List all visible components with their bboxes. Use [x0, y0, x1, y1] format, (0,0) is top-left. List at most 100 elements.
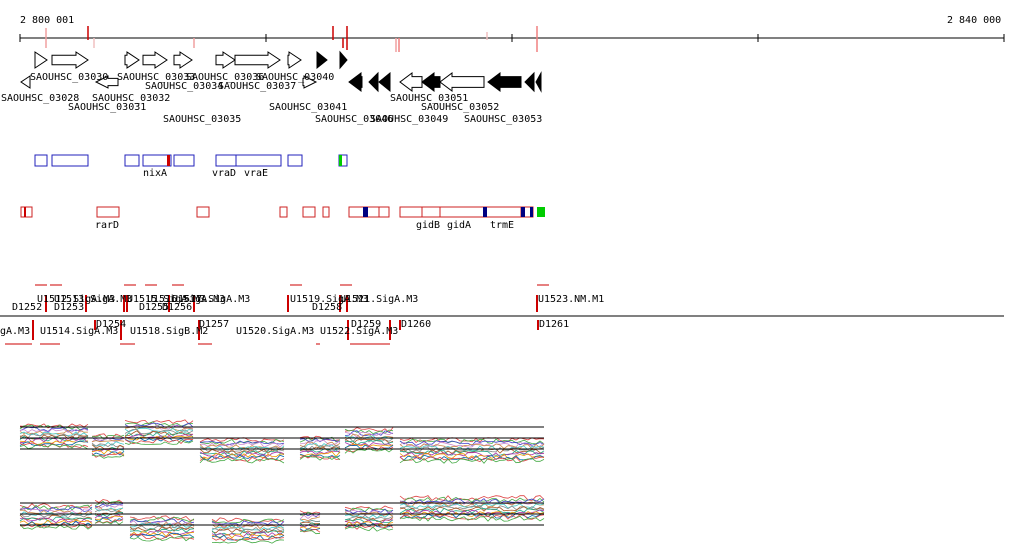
gene-label[interactable]: SAOUHSC_03036: [186, 72, 264, 83]
ruler-ticks: [19, 34, 1005, 42]
operon-label: vraD: [212, 168, 236, 179]
operon-box[interactable]: [124, 154, 140, 167]
expression-line: [19, 439, 545, 464]
operon-mark: [363, 207, 368, 217]
gene-arrow: [368, 71, 379, 93]
feature-label[interactable]: U1513.SigA.M3: [54, 294, 132, 305]
gene-arrow: [51, 51, 89, 69]
d-label[interactable]: D1254: [96, 319, 126, 330]
gene-label[interactable]: SAOUHSC_03046: [315, 114, 393, 125]
gene-label[interactable]: SAOUHSC_03033: [117, 72, 195, 83]
gene-arrow: [287, 51, 302, 69]
operon-label: gidA: [447, 220, 471, 231]
expression-line: [19, 507, 545, 536]
expression-line: [19, 427, 545, 451]
operon-box[interactable]: [142, 154, 172, 167]
feature-marks: [5, 284, 549, 345]
operon-mark: [24, 207, 26, 217]
gene-arrow: [487, 72, 522, 92]
operon-box[interactable]: [34, 154, 48, 167]
d-label[interactable]: D1256: [162, 302, 192, 313]
operon-box[interactable]: [196, 206, 210, 218]
gene-label[interactable]: SAOUHSC_03041: [269, 102, 347, 113]
gene-label[interactable]: SAOUHSC_03053: [464, 114, 542, 125]
gene-arrow: [316, 50, 328, 70]
feature-label[interactable]: U1521.SigA.M3: [340, 294, 418, 305]
gene-label[interactable]: SAOUHSC_03049: [370, 114, 448, 125]
operon-label: gidB: [416, 220, 440, 231]
gene-arrow: [302, 75, 318, 89]
expression-line: [19, 496, 545, 525]
operon-box[interactable]: [421, 206, 441, 218]
gene-label[interactable]: SAOUHSC_03034: [145, 81, 223, 92]
operon-box[interactable]: [287, 154, 303, 167]
feature-label[interactable]: U1523.NM.M1: [538, 294, 604, 305]
d-label[interactable]: D1252: [12, 302, 42, 313]
gene-label[interactable]: SAOUHSC_03052: [421, 102, 499, 113]
operon-box[interactable]: [279, 206, 288, 218]
operon-box[interactable]: [483, 206, 522, 218]
operon-box[interactable]: [51, 154, 89, 167]
gene-arrow: [535, 71, 542, 93]
feature-label[interactable]: U1517.SigA.M3: [172, 294, 250, 305]
gene-arrow: [20, 75, 31, 89]
operon-box[interactable]: [235, 154, 282, 167]
gene-label[interactable]: SAOUHSC_03031: [68, 102, 146, 113]
feature-track: U1512.SigA.M3 U1513.SigA.M3 U1515.SigA.M…: [0, 284, 1004, 345]
gene-label[interactable]: SAOUHSC_03051: [390, 93, 468, 104]
feature-label[interactable]: U1518.SigB.M2: [130, 326, 208, 337]
d-label[interactable]: D1255: [139, 302, 169, 313]
gene-label[interactable]: SAOUHSC_03035: [163, 114, 241, 125]
gene-arrow: [124, 51, 140, 69]
operon-box[interactable]: [322, 206, 330, 218]
operon-mark: [530, 207, 533, 217]
operon-box[interactable]: [215, 154, 237, 167]
gene-label[interactable]: SAOUHSC_03040: [256, 72, 334, 83]
feature-label[interactable]: U1516.SigA.M3: [147, 294, 225, 305]
expression-panel-bottom: [19, 495, 545, 544]
operon-track-minus: rarD gidB gidA trmE: [20, 206, 545, 231]
gene-label[interactable]: SAOUHSC_03028: [1, 93, 79, 104]
d-label[interactable]: D1261: [539, 319, 569, 330]
d-label[interactable]: D1260: [401, 319, 431, 330]
feature-label[interactable]: U1515.SigA.M3: [127, 294, 205, 305]
gene-arrow: [215, 51, 236, 69]
expression-panel-top: [19, 419, 545, 464]
gene-arrow: [439, 72, 485, 92]
gene-arrow: [142, 51, 168, 69]
operon-box[interactable]: [173, 154, 195, 167]
operon-box[interactable]: [378, 206, 390, 218]
d-label[interactable]: D1258: [312, 302, 342, 313]
d-label[interactable]: D1253: [54, 302, 84, 313]
operon-mark: [167, 155, 170, 166]
expression-line: [19, 500, 545, 528]
gene-arrow: [173, 51, 193, 69]
gene-arrow: [234, 51, 281, 69]
expression-line: [19, 422, 545, 447]
feature-label[interactable]: U1520.SigA.M3: [236, 326, 314, 337]
coordinate-ruler: 2 800 001 2 840 000: [19, 15, 1005, 52]
feature-label[interactable]: U1512.SigA.M3: [37, 294, 115, 305]
feature-label[interactable]: U1514.SigA.M3: [40, 326, 118, 337]
operon-label: trmE: [490, 220, 514, 231]
operon-box[interactable]: [439, 206, 485, 218]
gene-label[interactable]: SAOUHSC_03037: [218, 81, 296, 92]
gene-arrow: [339, 50, 348, 70]
feature-label[interactable]: gA.M3: [0, 326, 30, 337]
operon-box[interactable]: [399, 206, 423, 218]
gene-label[interactable]: SAOUHSC_03030: [30, 72, 108, 83]
operon-box[interactable]: [96, 206, 120, 218]
operon-box[interactable]: [302, 206, 316, 218]
d-label[interactable]: D1259: [351, 319, 381, 330]
operon-box[interactable]: [20, 206, 33, 218]
gene-arrow: [399, 72, 423, 92]
gene-label[interactable]: SAOUHSC_03032: [92, 93, 170, 104]
d-label[interactable]: D1257: [199, 319, 229, 330]
operon-mark: [521, 207, 525, 217]
operon-mark: [483, 207, 487, 217]
feature-label[interactable]: U1519.SigA.M3: [290, 294, 368, 305]
gene-arrow: [348, 72, 363, 92]
feature-label[interactable]: U1522.SigA.M3: [320, 326, 398, 337]
expression-line: [19, 515, 545, 544]
